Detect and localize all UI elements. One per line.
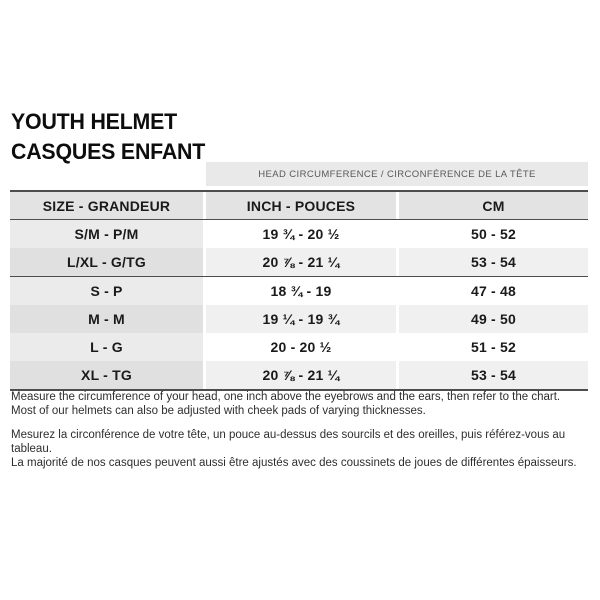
- size-cell: XL - TG: [10, 361, 203, 389]
- table-row: S - P 18 ¾ - 19 47 - 48: [10, 277, 588, 305]
- inch-cell: 20 ⅞ - 21 ¼: [206, 248, 396, 276]
- inch-cell: 20 ⅞ - 21 ¼: [206, 361, 396, 389]
- note-line: La majorité de nos casques peuvent aussi…: [11, 457, 577, 469]
- size-cell: M - M: [10, 305, 203, 333]
- size-cell: L/XL - G/TG: [10, 248, 203, 276]
- column-header-row: SIZE - GRANDEUR INCH - POUCES CM: [10, 192, 588, 220]
- span-header-row: HEAD CIRCUMFERENCE / CIRCONFÉRENCE DE LA…: [10, 162, 588, 186]
- measurement-notes: Measure the circumference of your head, …: [11, 390, 589, 480]
- cm-cell: 47 - 48: [399, 277, 588, 305]
- cm-cell: 50 - 52: [399, 220, 588, 248]
- inch-cell: 19 ¼ - 19 ¾: [206, 305, 396, 333]
- table-row: M - M 19 ¼ - 19 ¾ 49 - 50: [10, 305, 588, 333]
- note-line: Mesurez la circonférence de votre tête, …: [11, 429, 566, 455]
- note-line: Most of our helmets can also be adjusted…: [11, 405, 426, 417]
- column-header-size: SIZE - GRANDEUR: [10, 192, 203, 219]
- page-title-fr: CASQUES ENFANT: [11, 138, 206, 164]
- table-grid: SIZE - GRANDEUR INCH - POUCES CM S/M - P…: [10, 190, 588, 391]
- cm-cell: 53 - 54: [399, 248, 588, 276]
- size-cell: L - G: [10, 333, 203, 361]
- table-row: XL - TG 20 ⅞ - 21 ¼ 53 - 54: [10, 361, 588, 389]
- size-cell: S - P: [10, 277, 203, 305]
- inch-cell: 19 ¾ - 20 ½: [206, 220, 396, 248]
- span-header-label: HEAD CIRCUMFERENCE / CIRCONFÉRENCE DE LA…: [206, 162, 588, 186]
- inch-cell: 20 - 20 ½: [206, 333, 396, 361]
- page-title: YOUTH HELMET CASQUES ENFANT: [11, 107, 205, 167]
- span-header-spacer: [10, 162, 206, 186]
- column-header-inch: INCH - POUCES: [206, 192, 396, 219]
- size-chart-table: HEAD CIRCUMFERENCE / CIRCONFÉRENCE DE LA…: [10, 162, 588, 391]
- table-body: S/M - P/M 19 ¾ - 20 ½ 50 - 52 L/XL - G/TG 20…: [10, 220, 588, 389]
- cm-cell: 51 - 52: [399, 333, 588, 361]
- note-english: Measure the circumference of your head, …: [11, 390, 589, 418]
- note-french: Mesurez la circonférence de votre tête, …: [11, 428, 589, 470]
- cm-cell: 49 - 50: [399, 305, 588, 333]
- cm-cell: 53 - 54: [399, 361, 588, 389]
- table-row: S/M - P/M 19 ¾ - 20 ½ 50 - 52: [10, 220, 588, 248]
- page-title-en: YOUTH HELMET: [11, 108, 178, 134]
- column-header-cm: CM: [399, 192, 588, 219]
- size-cell: S/M - P/M: [10, 220, 203, 248]
- table-row: L - G 20 - 20 ½ 51 - 52: [10, 333, 588, 361]
- inch-cell: 18 ¾ - 19: [206, 277, 396, 305]
- table-row: L/XL - G/TG 20 ⅞ - 21 ¼ 53 - 54: [10, 248, 588, 277]
- note-line: Measure the circumference of your head, …: [11, 391, 561, 403]
